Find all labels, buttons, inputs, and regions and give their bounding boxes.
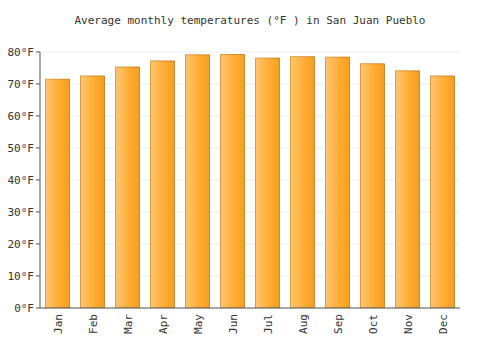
bar-shine xyxy=(396,71,420,308)
y-tick-label: 20°F xyxy=(8,238,35,251)
bar xyxy=(116,67,140,308)
x-tick-label: Dec xyxy=(437,314,450,334)
tick-mark xyxy=(36,244,40,245)
bar xyxy=(81,76,105,308)
x-tick-label: Apr xyxy=(157,314,170,334)
grid-line xyxy=(40,52,460,53)
y-tick-label: 10°F xyxy=(8,270,35,283)
x-tick-label: Jun xyxy=(227,314,240,334)
y-tick-label: 0°F xyxy=(14,302,34,315)
y-tick-label: 30°F xyxy=(8,206,35,219)
x-tick-label: Feb xyxy=(87,314,100,334)
x-tick-label: Aug xyxy=(297,314,310,334)
bar-shine xyxy=(291,57,315,308)
y-tick-label: 60°F xyxy=(8,110,35,123)
title: Average monthly temperatures (°F ) in Sa… xyxy=(75,14,426,27)
tick-mark xyxy=(36,276,40,277)
x-tick-label: Oct xyxy=(367,314,380,334)
x-tick-label: Jan xyxy=(52,314,65,334)
y-axis xyxy=(40,52,41,308)
bar xyxy=(431,76,455,308)
grid-line xyxy=(40,308,460,309)
x-axis xyxy=(40,308,460,309)
bar xyxy=(291,57,315,308)
y-tick-label: 50°F xyxy=(8,142,35,155)
x-tick-label: Mar xyxy=(122,314,135,334)
bar-shine xyxy=(151,61,175,308)
bar-shine xyxy=(186,55,210,308)
tick-mark xyxy=(36,116,40,117)
tick-mark xyxy=(36,84,40,85)
bar-shine xyxy=(46,79,70,308)
tick-mark xyxy=(36,212,40,213)
y-tick-label: 80°F xyxy=(8,46,35,59)
bar xyxy=(151,61,175,308)
tick-mark xyxy=(36,52,40,53)
tick-mark xyxy=(36,308,40,309)
tick-mark xyxy=(36,148,40,149)
bar-shine xyxy=(116,67,140,308)
y-tick-label: 70°F xyxy=(8,78,35,91)
bar xyxy=(326,57,350,308)
bar xyxy=(361,64,385,308)
x-tick-label: May xyxy=(192,314,205,334)
bar xyxy=(186,55,210,308)
bar-shine xyxy=(361,64,385,308)
bar-shine xyxy=(326,57,350,308)
bar xyxy=(221,55,245,308)
tick-mark xyxy=(36,180,40,181)
bar-shine xyxy=(81,76,105,308)
bar-shine xyxy=(431,76,455,308)
bar xyxy=(256,58,280,308)
bar-shine xyxy=(256,58,280,308)
bars xyxy=(46,55,455,308)
bar xyxy=(46,79,70,308)
x-tick-label: Jul xyxy=(262,314,275,334)
bar xyxy=(396,71,420,308)
x-tick-label: Sep xyxy=(332,314,345,334)
y-tick-label: 40°F xyxy=(8,174,35,187)
bar-shine xyxy=(221,55,245,308)
x-tick-label: Nov xyxy=(402,314,415,334)
chart: Average monthly temperatures (°F ) in Sa… xyxy=(0,0,500,350)
